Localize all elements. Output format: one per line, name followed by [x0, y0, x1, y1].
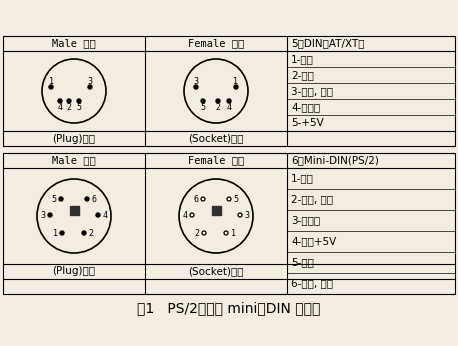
Text: Female 母的: Female 母的: [188, 155, 244, 165]
Circle shape: [227, 99, 231, 103]
Text: 5-时钟: 5-时钟: [291, 257, 314, 267]
Circle shape: [85, 197, 89, 201]
Circle shape: [201, 99, 205, 103]
Text: 4-电源地: 4-电源地: [291, 102, 320, 112]
Bar: [3, 36, 455, 146]
Text: 2: 2: [195, 228, 200, 237]
Text: (Plug)插头: (Plug)插头: [53, 266, 96, 276]
Text: 2: 2: [66, 102, 71, 111]
Text: 1: 1: [234, 76, 239, 85]
Text: 3: 3: [40, 210, 45, 219]
Text: 图1   PS/2接口的 mini－DIN 连接器: 图1 PS/2接口的 mini－DIN 连接器: [137, 301, 321, 315]
Circle shape: [96, 213, 100, 217]
Text: 5: 5: [201, 102, 206, 111]
Circle shape: [58, 99, 62, 103]
Circle shape: [234, 85, 238, 89]
Bar: [3, 153, 455, 294]
Text: 4-电源+5V: 4-电源+5V: [291, 237, 336, 246]
Circle shape: [59, 197, 63, 201]
Text: 5: 5: [51, 194, 56, 203]
Text: 1: 1: [230, 228, 235, 237]
Text: 5脚DIN（AT/XT）: 5脚DIN（AT/XT）: [291, 38, 365, 48]
Text: 3: 3: [87, 76, 93, 85]
Text: 4: 4: [182, 210, 187, 219]
Text: (Socket)插座: (Socket)插座: [188, 134, 244, 144]
Circle shape: [194, 85, 198, 89]
Text: Male 公的: Male 公的: [52, 38, 96, 48]
Text: 2-数据: 2-数据: [291, 70, 314, 80]
Text: 2-未用, 保留: 2-未用, 保留: [291, 194, 333, 204]
Bar: [212, 206, 220, 215]
Text: 5: 5: [76, 102, 82, 111]
Text: 6: 6: [193, 194, 198, 203]
Text: 3: 3: [245, 210, 250, 219]
Text: 2: 2: [88, 228, 93, 237]
Text: 2: 2: [216, 102, 220, 111]
Text: 1-数据: 1-数据: [291, 173, 314, 183]
Text: (Plug)插头: (Plug)插头: [53, 134, 96, 144]
Text: (Socket)插座: (Socket)插座: [188, 266, 244, 276]
Text: Female 母的: Female 母的: [188, 38, 244, 48]
Circle shape: [216, 99, 220, 103]
Text: 4: 4: [103, 210, 108, 219]
Text: 3-未用, 保留: 3-未用, 保留: [291, 86, 333, 96]
Text: 6脚Mini-DIN(PS/2): 6脚Mini-DIN(PS/2): [291, 155, 379, 165]
Circle shape: [82, 231, 86, 235]
Circle shape: [67, 99, 71, 103]
Text: 3: 3: [193, 76, 198, 85]
Text: 1-时钟: 1-时钟: [291, 54, 314, 64]
Text: 4: 4: [227, 102, 231, 111]
Text: Male 公的: Male 公的: [52, 155, 96, 165]
Text: 1: 1: [49, 76, 54, 85]
Circle shape: [88, 85, 92, 89]
Circle shape: [48, 213, 52, 217]
Circle shape: [77, 99, 81, 103]
Text: 6: 6: [92, 194, 97, 203]
Text: 5-+5V: 5-+5V: [291, 118, 324, 128]
Text: 1: 1: [53, 228, 58, 237]
Bar: [70, 206, 78, 215]
Text: 4: 4: [58, 102, 62, 111]
Text: 5: 5: [234, 194, 239, 203]
Text: 6-未用, 保留: 6-未用, 保留: [291, 279, 333, 289]
Circle shape: [60, 231, 64, 235]
Text: 3-电源地: 3-电源地: [291, 216, 320, 226]
Circle shape: [49, 85, 53, 89]
